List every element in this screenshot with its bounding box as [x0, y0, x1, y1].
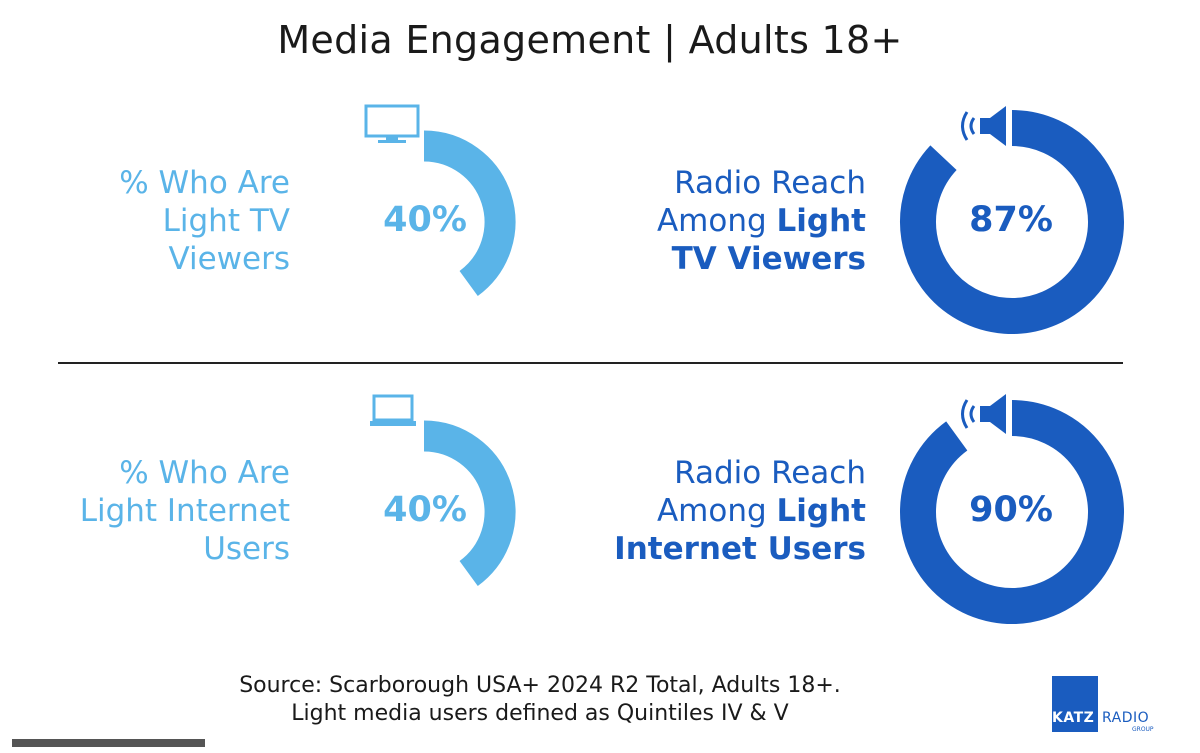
donut-arc — [423, 130, 516, 297]
label-line: Light Internet — [79, 493, 290, 529]
label-line: Radio Reach — [560, 164, 866, 202]
chart-title: Media Engagement | Adults 18+ — [277, 18, 903, 62]
donut-arc — [423, 420, 516, 587]
label-line: Viewers — [168, 241, 290, 277]
tv-icon — [364, 104, 420, 143]
donut-arc — [900, 110, 1124, 334]
label-line: Internet Users — [560, 530, 866, 568]
label-plain: Radio Reach — [674, 455, 866, 491]
label-line: TV Viewers — [560, 240, 866, 278]
label-line: Among Light — [560, 492, 866, 530]
source-note: Source: Scarborough USA+ 2024 R2 Total, … — [0, 672, 1080, 728]
label-line: % Who Are — [119, 455, 290, 491]
logo-radio: RADIO — [1102, 710, 1150, 726]
label-plain: Radio Reach — [674, 165, 866, 201]
label-line: Users — [203, 531, 290, 567]
row-divider — [58, 362, 1123, 364]
label-bold: Light — [776, 493, 866, 529]
laptop-icon — [370, 394, 416, 426]
radio-reach-tv-label: Radio Reach Among Light TV Viewers — [560, 164, 866, 278]
label-line: Among Light — [560, 202, 866, 240]
label-bold: TV Viewers — [671, 241, 866, 277]
value-label: 87% — [969, 200, 1053, 240]
donut-arc — [900, 400, 1124, 624]
label-line: % Who Are — [119, 165, 290, 201]
radio-reach-internet-label: Radio Reach Among Light Internet Users — [560, 454, 866, 568]
source-line-1: Source: Scarborough USA+ 2024 R2 Total, … — [239, 673, 841, 698]
label-bold: Light — [776, 203, 866, 239]
logo-box — [1052, 676, 1098, 732]
katz-radio-logo: KATZ RADIO GROUP — [1052, 676, 1162, 736]
speaker-icon — [961, 394, 1006, 434]
label-line: Radio Reach — [560, 454, 866, 492]
logo-group: GROUP — [1132, 726, 1154, 733]
label-plain: Among — [656, 203, 777, 239]
logo-katz: KATZ — [1052, 710, 1095, 726]
value-label: 40% — [383, 490, 467, 530]
source-line-2: Light media users defined as Quintiles I… — [291, 701, 789, 726]
light-tv-label: % Who Are Light TV Viewers — [60, 164, 290, 278]
value-label: 40% — [383, 200, 467, 240]
light-internet-label: % Who Are Light Internet Users — [30, 454, 290, 568]
label-bold: Internet Users — [614, 531, 866, 567]
label-plain: Among — [656, 493, 777, 529]
label-line: Light TV — [162, 203, 290, 239]
value-label: 90% — [969, 490, 1053, 530]
speaker-icon — [961, 106, 1006, 146]
scroll-indicator — [12, 739, 205, 747]
